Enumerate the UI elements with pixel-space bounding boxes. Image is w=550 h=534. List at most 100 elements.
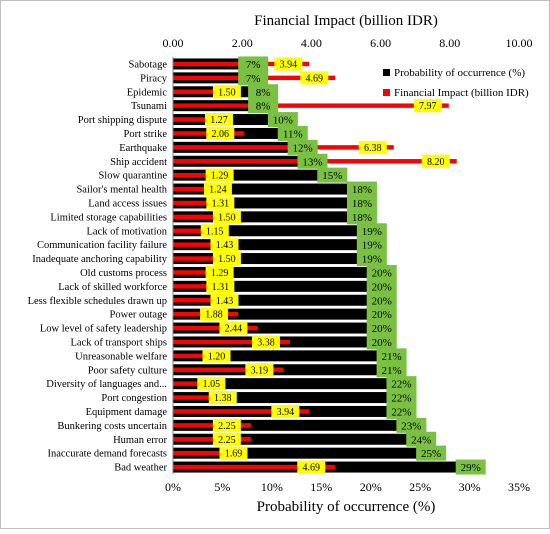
category-label: Port congestion	[101, 393, 167, 404]
probability-bar	[173, 253, 361, 265]
impact-data-label: 1.31	[212, 198, 230, 209]
probability-data-labels: 7%7%8%8%10%11%12%13%15%18%18%18%19%19%19…	[238, 56, 486, 475]
probability-bar	[173, 447, 421, 459]
category-label: Equipment damage	[86, 407, 168, 418]
probability-data-label: 22%	[391, 406, 411, 418]
probability-bar	[173, 308, 371, 320]
probability-label-box	[386, 376, 417, 392]
probability-label-box	[366, 320, 397, 336]
probability-data-label: 8%	[256, 101, 271, 113]
category-label: Lack of transport ships	[70, 337, 167, 348]
impact-label-box	[210, 293, 239, 307]
probability-data-label: 20%	[372, 267, 392, 279]
bottom-tick-label: 10%	[261, 480, 283, 494]
bottom-tick-label: 5%	[214, 480, 230, 494]
impact-data-label: 1.50	[218, 212, 236, 223]
category-label: Communication facility failure	[37, 240, 167, 251]
top-tick-label: 8.00	[439, 36, 460, 50]
probability-data-label: 12%	[293, 142, 313, 154]
impact-label-box	[206, 126, 235, 140]
probability-data-label: 18%	[352, 212, 372, 224]
probability-label-box	[346, 195, 377, 211]
bottom-tick-label: 25%	[409, 480, 431, 494]
probability-label-box	[297, 153, 328, 169]
impact-data-label: 3.94	[280, 59, 298, 70]
impact-label-box	[208, 391, 237, 405]
probability-label-box	[416, 445, 447, 461]
impact-label-box	[300, 71, 329, 85]
probability-data-label: 29%	[461, 462, 481, 474]
bottom-tick-label: 20%	[360, 480, 382, 494]
bottom-tick-label: 35%	[508, 480, 530, 494]
impact-label-box	[413, 99, 442, 113]
impact-bar	[173, 409, 310, 414]
category-label: Tsunami	[131, 101, 167, 112]
probability-bar	[173, 378, 391, 390]
top-tick-label: 10.00	[506, 36, 533, 50]
probability-bar	[173, 211, 351, 223]
category-label: Bunkering costs uncertain	[57, 421, 167, 432]
probability-bar	[173, 433, 411, 445]
impact-data-label: 1.50	[218, 87, 236, 98]
probability-data-label: 20%	[372, 295, 392, 307]
category-label: Unreasonable welfare	[75, 351, 167, 362]
impact-label-box	[200, 307, 229, 321]
probability-label-box	[317, 167, 348, 183]
impact-label-box	[358, 140, 387, 154]
impact-label-box	[251, 335, 280, 349]
probability-data-label: 7%	[246, 73, 261, 85]
probability-label-box	[366, 264, 397, 280]
probability-label-box	[386, 403, 417, 419]
category-label: Inadequate anchoring capability	[32, 254, 167, 265]
category-label: Sailor's mental health	[76, 185, 167, 196]
impact-bar	[173, 450, 232, 456]
category-label: Human error	[113, 435, 167, 446]
bottom-tick-label: 30%	[459, 480, 481, 494]
probability-bar	[173, 392, 391, 404]
impact-label-box	[205, 265, 234, 279]
impact-label-box	[297, 460, 326, 474]
impact-data-labels: 3.94 4.69 1.50 7.97 1.27 2.06 6.38 8.20 1.29 1.24…	[197, 57, 450, 474]
impact-bar	[173, 298, 223, 303]
category-label: Ship accident	[110, 157, 167, 168]
impact-label-box	[212, 210, 241, 224]
impact-data-label: 1.38	[214, 393, 232, 404]
probability-label-box	[366, 278, 397, 294]
impact-data-label: 2.25	[218, 421, 236, 432]
impact-bar	[173, 256, 225, 261]
probability-data-label: 8%	[256, 87, 271, 99]
impact-label-box	[205, 168, 234, 182]
category-label: Earthquake	[119, 143, 167, 154]
bottom-tick-label: 0%	[165, 480, 181, 494]
probability-label-box	[248, 84, 279, 100]
impact-label-box	[200, 224, 229, 238]
probability-bar	[173, 183, 351, 195]
impact-data-label: 1.24	[209, 185, 227, 196]
impact-data-label: 6.38	[364, 143, 382, 154]
top-axis-title: Financial Impact (billion IDR)	[254, 13, 438, 29]
impact-data-label: 2.06	[212, 129, 230, 140]
impact-data-label: 2.44	[225, 324, 243, 335]
category-label: Inaccurate demand forecasts	[47, 449, 167, 460]
impact-label-box	[202, 349, 231, 363]
impact-data-label: 1.88	[205, 310, 223, 321]
probability-bar	[173, 239, 361, 251]
impact-bar	[173, 214, 225, 220]
top-tick-label: 0.00	[163, 36, 184, 50]
probability-label-box	[386, 390, 417, 406]
impact-bar	[173, 228, 213, 233]
probability-bar	[173, 419, 401, 431]
probability-data-label: 19%	[362, 240, 382, 252]
probability-label-box	[356, 223, 387, 239]
probability-bar	[173, 169, 322, 181]
probability-label-box	[356, 251, 387, 267]
impact-label-box	[206, 279, 235, 293]
top-tick-label: 6.00	[370, 36, 391, 50]
category-label: Lack of skilled workforce	[58, 282, 167, 293]
category-label: Sabotage	[129, 59, 168, 70]
category-label: Less flexible schedules drawn up	[28, 296, 167, 307]
probability-label-box	[366, 306, 397, 322]
impact-data-label: 1.20	[208, 351, 226, 362]
impact-data-label: 1.05	[203, 379, 221, 390]
